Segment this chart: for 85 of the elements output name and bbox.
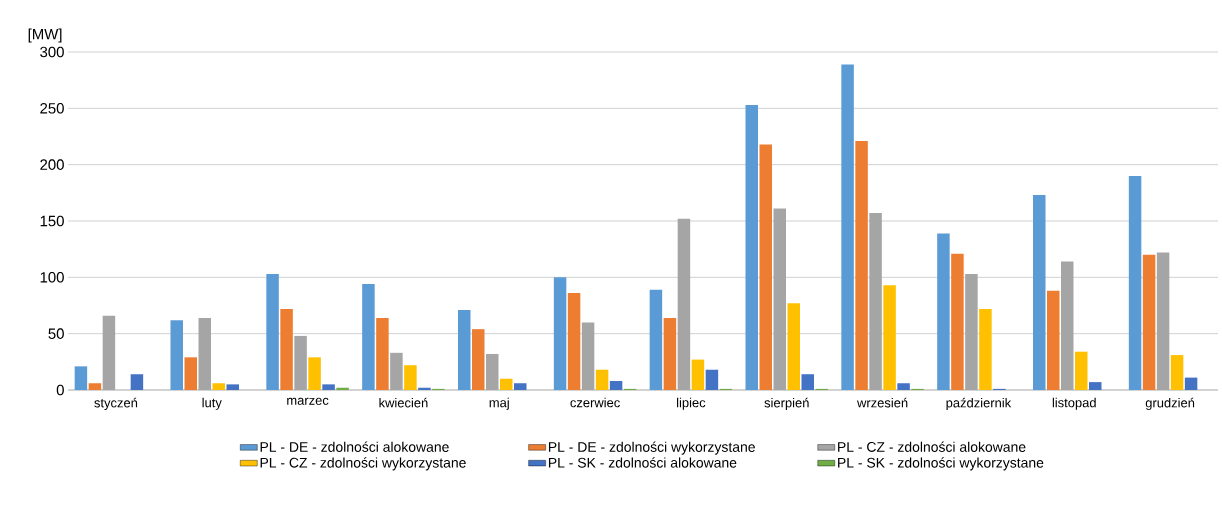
bar xyxy=(883,285,896,390)
bar xyxy=(759,144,772,390)
bar xyxy=(88,383,102,390)
x-tick-label: październik xyxy=(946,397,1012,410)
bar xyxy=(362,284,375,390)
bar xyxy=(198,317,211,390)
bar xyxy=(855,141,868,390)
bar xyxy=(1156,252,1170,390)
bar xyxy=(745,104,758,390)
bar xyxy=(266,273,279,390)
y-tick-label: 300 xyxy=(40,46,64,58)
bar xyxy=(390,352,403,390)
bar xyxy=(609,380,623,390)
bar xyxy=(787,303,800,390)
bar xyxy=(677,218,691,390)
bar xyxy=(1170,355,1184,390)
bar xyxy=(1089,382,1102,390)
y-axis-title: [MW] xyxy=(28,28,62,43)
legend-label: PL - SK - zdolności alokowane xyxy=(548,457,737,468)
bar xyxy=(1047,290,1060,390)
bar xyxy=(691,359,705,390)
bar xyxy=(979,308,992,390)
bar xyxy=(1184,377,1198,390)
bar xyxy=(418,387,431,390)
bar xyxy=(308,357,321,390)
bar xyxy=(1128,175,1142,390)
legend-label: PL - DE - zdolności wykorzystane xyxy=(548,441,755,455)
bar xyxy=(212,383,225,390)
y-tick-label: 50 xyxy=(48,328,64,339)
legend-label: PL - CZ - zdolności alokowane xyxy=(838,441,1026,452)
legend-label: PL - SK - zdolności wykorzystane xyxy=(838,457,1044,471)
bar xyxy=(937,233,950,390)
bar xyxy=(336,387,349,390)
legend-label: PL - DE - zdolności alokowane xyxy=(260,441,449,452)
bar xyxy=(841,64,854,390)
bar xyxy=(500,378,513,390)
bar xyxy=(965,273,978,390)
bar xyxy=(1061,261,1074,390)
bar xyxy=(1033,195,1046,390)
x-tick-label: luty xyxy=(202,397,222,410)
bar xyxy=(581,322,595,390)
bar xyxy=(1142,254,1156,390)
y-tick-label: 250 xyxy=(40,103,64,114)
bar xyxy=(553,277,567,390)
bar xyxy=(897,383,910,390)
bar xyxy=(567,293,581,390)
y-tick-label: 150 xyxy=(40,215,64,227)
bar xyxy=(801,374,814,390)
bar xyxy=(226,384,239,390)
x-tick-label: czerwiec xyxy=(570,397,620,408)
bar xyxy=(705,369,719,390)
bar xyxy=(102,315,116,390)
bar xyxy=(170,320,183,390)
x-tick-label: maj xyxy=(489,397,509,410)
bar xyxy=(294,335,307,390)
legend-label: PL - CZ - zdolności wykorzystane xyxy=(260,457,466,471)
bar xyxy=(514,383,527,390)
x-tick-label: styczeń xyxy=(94,397,138,410)
bar xyxy=(376,317,389,390)
bar xyxy=(184,357,197,390)
x-tick-label: kwiecień xyxy=(379,397,428,408)
bar xyxy=(130,374,144,390)
bar xyxy=(74,366,88,390)
bar xyxy=(472,329,485,390)
x-tick-label: listopad xyxy=(1052,397,1096,410)
x-tick-label: grudzień xyxy=(1145,397,1195,410)
bar xyxy=(649,289,663,390)
x-tick-label: sierpień xyxy=(764,397,809,410)
bar xyxy=(663,317,677,390)
x-tick-label: wrzesień xyxy=(857,397,908,408)
bar xyxy=(404,365,417,390)
bar xyxy=(458,310,471,390)
bar xyxy=(869,213,882,390)
bar xyxy=(486,353,499,390)
bar xyxy=(1075,351,1088,390)
y-tick-label: 100 xyxy=(40,272,64,283)
bar xyxy=(773,208,786,390)
bar xyxy=(595,369,609,390)
bar xyxy=(951,253,964,390)
x-tick-label: lipiec xyxy=(677,397,706,410)
y-tick-label: 0 xyxy=(56,384,64,396)
y-tick-label: 200 xyxy=(40,159,64,170)
bar xyxy=(322,384,335,390)
bar xyxy=(280,308,293,390)
x-tick-label: marzec xyxy=(287,397,329,405)
